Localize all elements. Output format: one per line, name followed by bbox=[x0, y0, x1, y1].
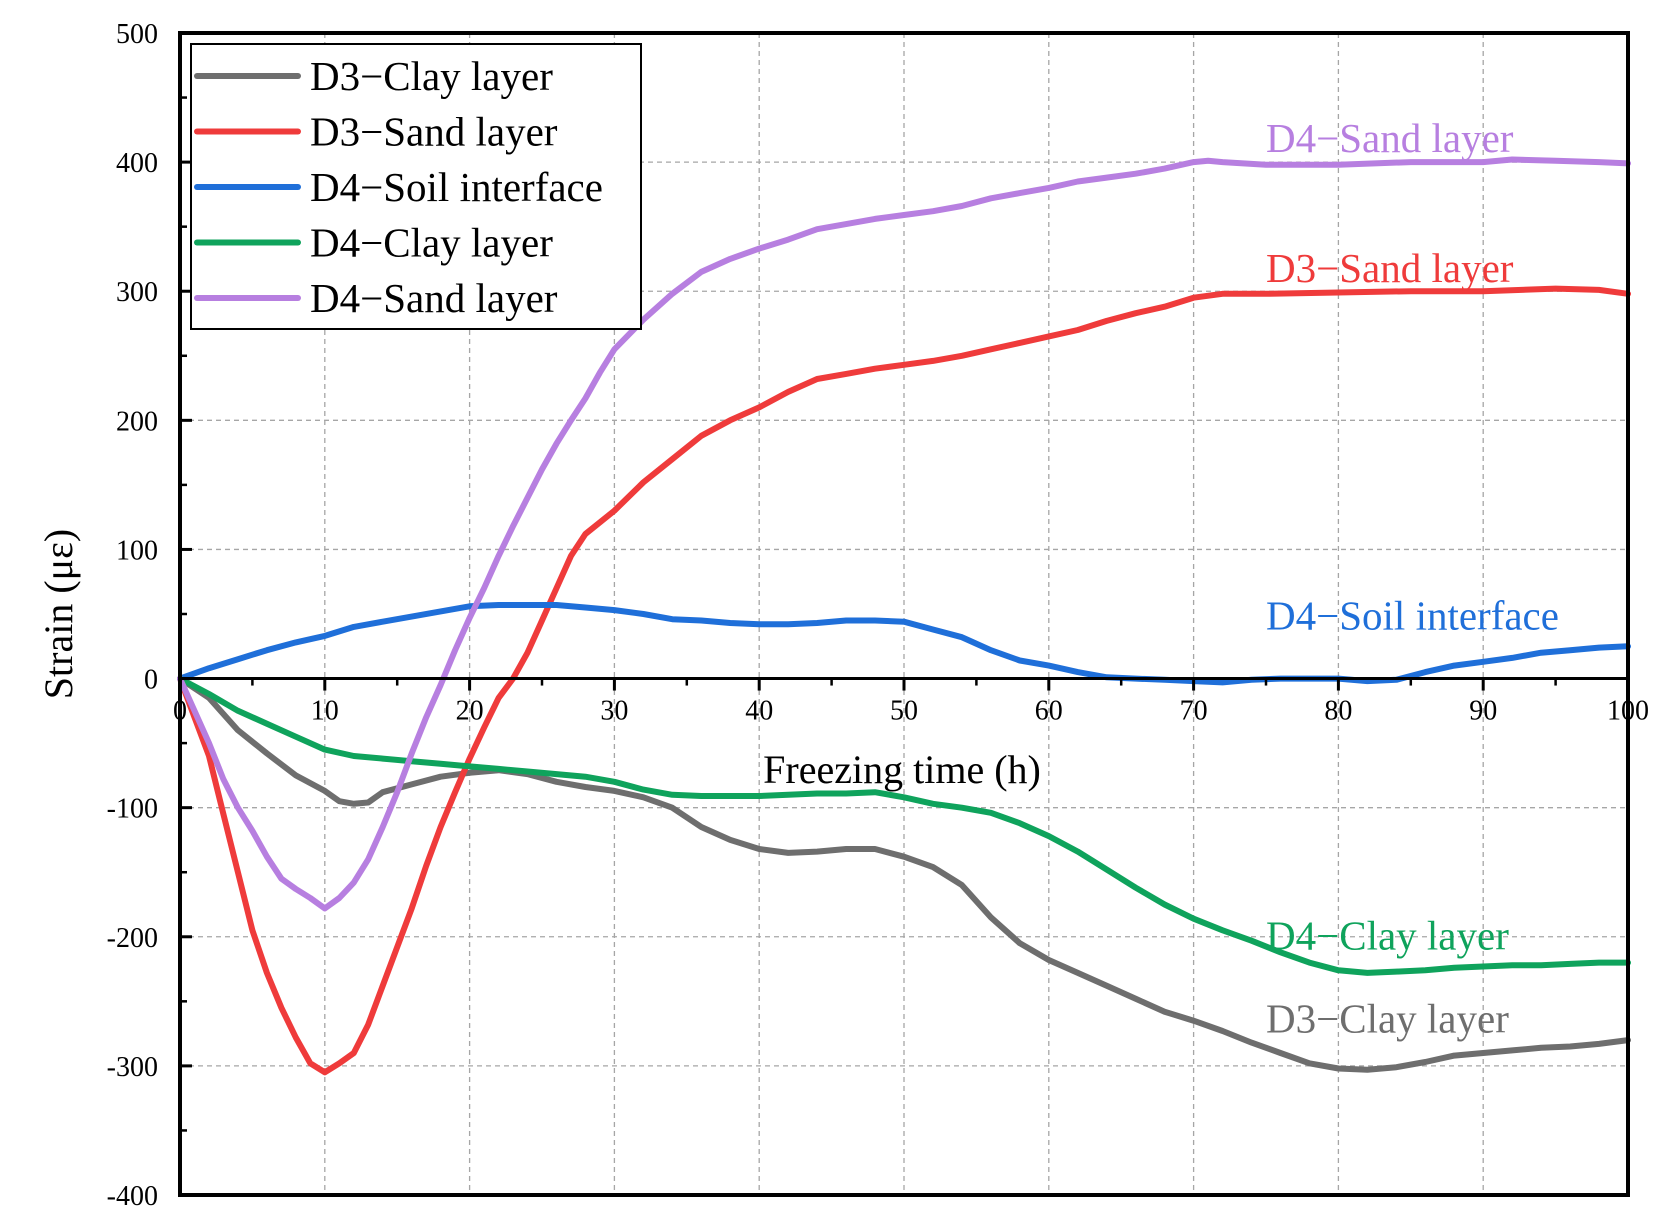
legend-label: D3−Clay layer bbox=[310, 53, 553, 99]
y-tick-label: -400 bbox=[107, 1181, 158, 1212]
x-tick-label: 80 bbox=[1324, 696, 1352, 727]
y-tick-label: -200 bbox=[107, 923, 158, 954]
series-line-1 bbox=[177, 675, 1631, 1073]
y-tick-label: 200 bbox=[116, 406, 158, 437]
x-tick-label: 10 bbox=[311, 696, 339, 727]
x-tick-label: 50 bbox=[890, 696, 918, 727]
x-tick-label: 90 bbox=[1469, 696, 1497, 727]
legend: D3−Clay layer D3−Sand layer D4−Soil interf… bbox=[190, 43, 642, 330]
y-tick-label: 0 bbox=[144, 665, 158, 696]
y-tick-label: -100 bbox=[107, 794, 158, 825]
series-line-2 bbox=[177, 285, 1631, 1076]
legend-label: D4−Clay layer bbox=[310, 220, 553, 266]
series-annotation: D4−Sand layer bbox=[1266, 115, 1514, 161]
y-tick-label: 300 bbox=[116, 277, 158, 308]
series-lines bbox=[177, 156, 1631, 1076]
x-tick-label: 40 bbox=[745, 696, 773, 727]
legend-label: D3−Sand layer bbox=[310, 109, 558, 155]
x-tick-label: 60 bbox=[1035, 696, 1063, 727]
x-tick-label: 100 bbox=[1607, 696, 1649, 727]
tick-labels: 0 10 20 30 40 50 60 70 80 90 100 -400 -300 -200 -100 0 1… bbox=[107, 19, 1649, 1212]
series-line-5 bbox=[177, 156, 1631, 912]
y-tick-label: 400 bbox=[116, 148, 158, 179]
x-tick-label: 70 bbox=[1180, 696, 1208, 727]
series-annotation: D3−Clay layer bbox=[1266, 995, 1509, 1041]
y-tick-label: -300 bbox=[107, 1052, 158, 1083]
x-tick-label: 20 bbox=[456, 696, 484, 727]
y-tick-label: 500 bbox=[116, 19, 158, 50]
axis-ticks bbox=[178, 31, 1630, 1197]
series-annotation: D4−Soil interface bbox=[1266, 592, 1559, 638]
x-axis-title: Freezing time (h) bbox=[763, 747, 1041, 792]
series-line-4 bbox=[177, 675, 1631, 976]
x-tick-label: 30 bbox=[600, 696, 628, 727]
legend-label: D4−Sand layer bbox=[310, 275, 558, 321]
y-tick-label: 100 bbox=[116, 535, 158, 566]
legend-label: D4−Soil interface bbox=[310, 164, 603, 210]
series-line-3 bbox=[177, 602, 1631, 686]
series-annotation: D4−Clay layer bbox=[1266, 913, 1509, 959]
series-annotations: D4−Sand layer D3−Sand layer D4−Soil interf… bbox=[1266, 115, 1559, 1042]
x-tick-label: 0 bbox=[173, 696, 187, 727]
series-annotation: D3−Sand layer bbox=[1266, 245, 1514, 291]
y-axis-title: Strain (με) bbox=[36, 529, 81, 699]
